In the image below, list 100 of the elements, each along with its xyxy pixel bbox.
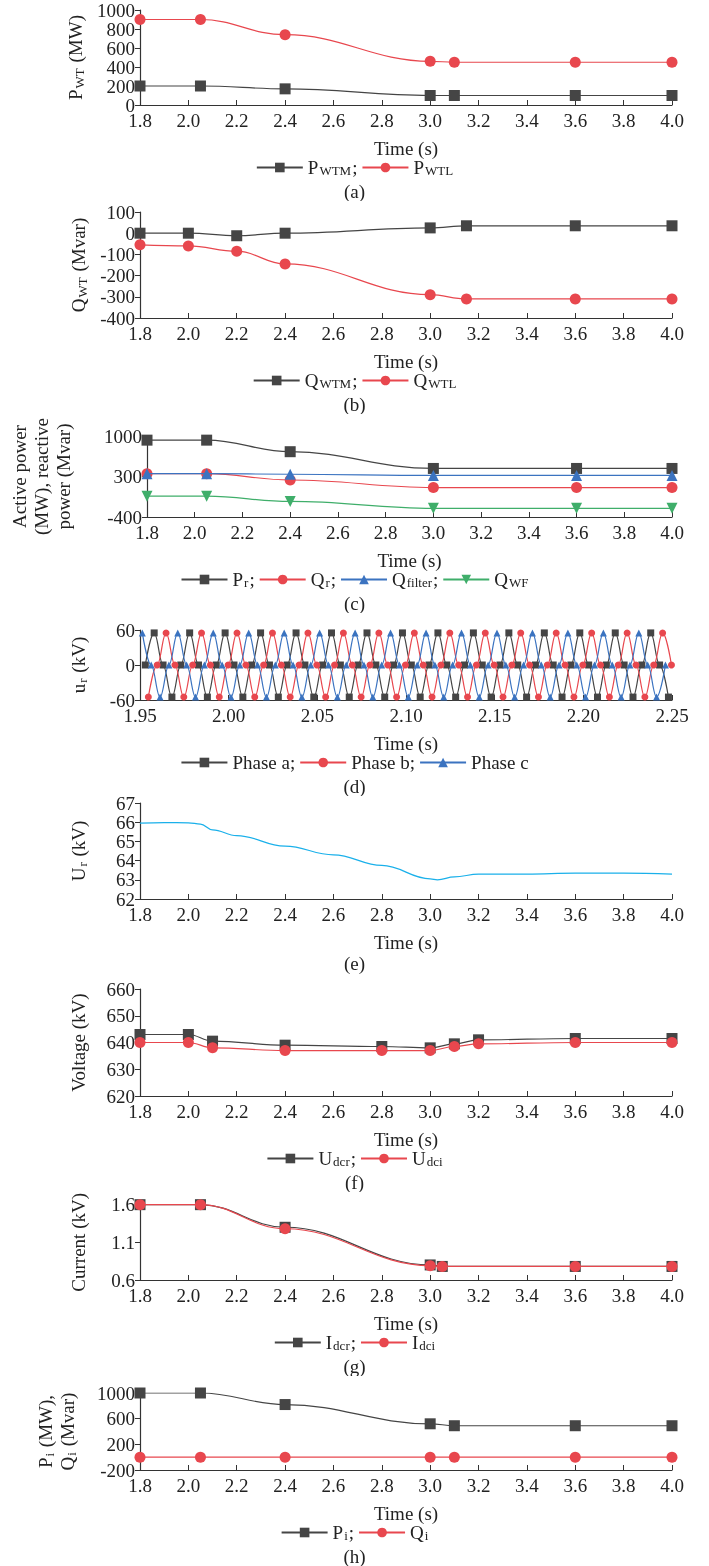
point [221, 629, 229, 637]
x-tick-label: 2.4 [273, 1475, 298, 1496]
point [571, 462, 583, 474]
x-tick-label: 3.0 [421, 522, 446, 543]
x-tick-label: 4.0 [660, 323, 684, 344]
point [579, 661, 587, 669]
y-axis-title: Active power (MW), reactive power (Mvar) [8, 417, 75, 536]
point [292, 629, 300, 637]
x-tick-label: 2.4 [273, 110, 298, 131]
y-axis-title: ur (kV) [67, 636, 90, 694]
line-series [139, 821, 673, 881]
point [446, 629, 454, 637]
point [357, 693, 365, 701]
point [186, 629, 194, 637]
point [192, 693, 200, 701]
point [666, 90, 678, 101]
point [331, 661, 339, 669]
x-tick-label: 3.2 [469, 522, 493, 543]
x-tick-label: 2.25 [655, 705, 689, 726]
x-tick-label: 4.0 [660, 110, 684, 131]
point [608, 661, 616, 669]
x-tick-label: 3.6 [563, 904, 588, 925]
point [666, 56, 678, 68]
x-tick-label: 2.10 [389, 705, 423, 726]
point [424, 55, 436, 67]
point [363, 629, 371, 637]
point [666, 1451, 678, 1463]
point [168, 693, 176, 701]
x-tick-label: 2.8 [369, 904, 394, 925]
point [375, 629, 383, 637]
point [262, 693, 270, 701]
point [134, 1037, 146, 1048]
y-tick-label: 650 [106, 1005, 135, 1027]
y-tick-label: 66 [116, 811, 135, 833]
point [448, 90, 460, 101]
legend-label: PWTM; [307, 157, 358, 178]
point [644, 661, 652, 669]
point [427, 482, 439, 494]
point [339, 629, 347, 637]
point [523, 693, 531, 701]
point [661, 661, 669, 669]
point [666, 293, 678, 305]
point [251, 693, 259, 701]
y-axis-title: PWT (MW) [64, 14, 88, 101]
point [279, 1399, 291, 1411]
y-tick-label: 1.6 [111, 1194, 135, 1216]
y-tick-label: -200 [100, 265, 135, 287]
point [569, 1451, 581, 1463]
point [569, 56, 581, 68]
point [279, 83, 291, 95]
point [511, 693, 519, 701]
x-tick-label: 4.0 [660, 522, 684, 543]
x-axis-title: Time (s) [373, 1312, 439, 1335]
legend-label: QWTM; [304, 370, 358, 391]
x-axis-title: Time (s) [377, 549, 442, 572]
point [134, 14, 146, 25]
point [404, 693, 412, 701]
x-tick-label: 3.0 [418, 904, 443, 925]
y-tick-label: 200 [106, 75, 135, 97]
y-tick-label: 630 [106, 1058, 135, 1080]
point [416, 693, 424, 701]
x-tick-label: 2.6 [321, 110, 346, 131]
point [571, 482, 583, 494]
x-tick-label: 2.2 [224, 1101, 249, 1122]
text: (e) [343, 953, 366, 975]
point [283, 661, 291, 669]
point [141, 434, 153, 446]
point [666, 220, 678, 232]
point [611, 629, 619, 637]
point [274, 693, 282, 701]
point [194, 1387, 206, 1399]
point [659, 629, 667, 637]
point [419, 661, 427, 669]
point [345, 693, 353, 701]
x-tick-label: 2.2 [230, 522, 255, 543]
point [571, 502, 583, 514]
x-tick-label: 2.20 [566, 705, 600, 726]
x-tick-label: 3.4 [515, 1285, 540, 1306]
legend-label: Pi; [332, 1522, 355, 1543]
point [540, 629, 548, 637]
point [279, 1045, 291, 1057]
x-tick-label: 2.6 [326, 522, 350, 543]
point [227, 693, 235, 701]
point [473, 1038, 485, 1050]
x-tick-label: 2.2 [224, 323, 249, 344]
x-tick-label: 2.2 [224, 110, 249, 131]
point [231, 245, 243, 257]
point [458, 629, 466, 637]
point [376, 1045, 388, 1057]
y-axis-title: Pi (MW), Qi (Mvar) [34, 1392, 79, 1471]
point [594, 693, 602, 701]
point [198, 629, 206, 637]
x-axis-title: Time (s) [373, 732, 439, 755]
point [448, 56, 460, 68]
point [549, 661, 557, 669]
point [629, 693, 637, 701]
point [466, 661, 474, 669]
x-tick-label: 2.2 [224, 1475, 249, 1496]
x-tick-label: 2.4 [273, 904, 298, 925]
point [569, 293, 581, 305]
